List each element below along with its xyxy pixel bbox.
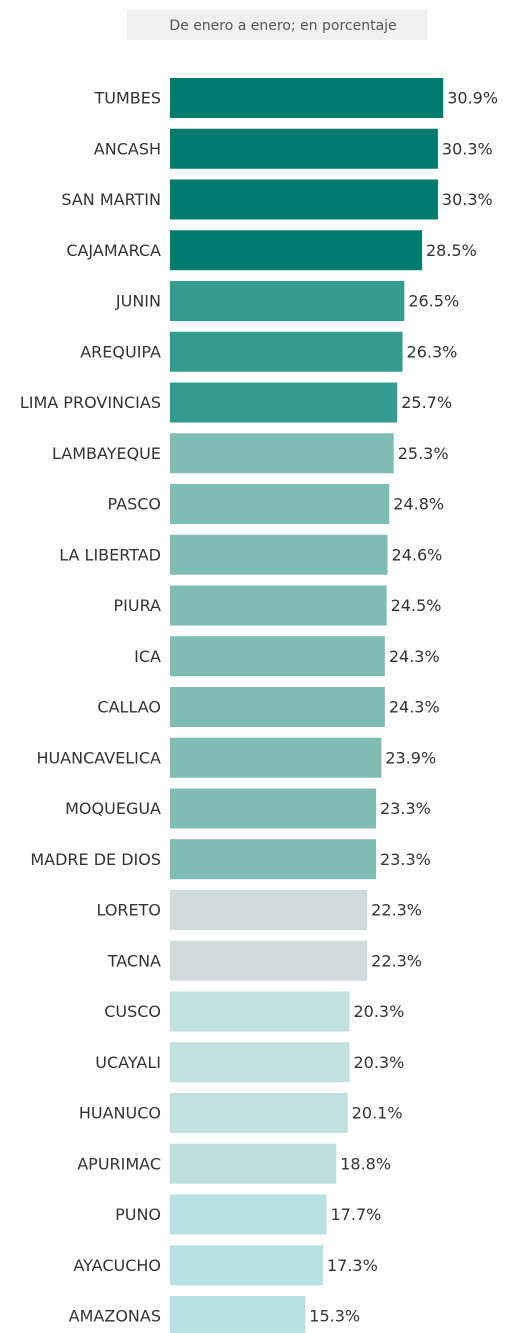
category-label: TUMBES (93, 89, 161, 108)
bar (170, 636, 385, 677)
value-label: 30.3% (442, 139, 493, 158)
bar (170, 940, 368, 981)
value-label: 28.5% (426, 241, 477, 260)
value-label: 20.3% (353, 1002, 404, 1021)
bar (170, 737, 382, 778)
value-label: 22.3% (371, 951, 422, 970)
bar (170, 281, 405, 321)
bar (170, 991, 350, 1032)
bar (170, 534, 388, 575)
bar (170, 1296, 306, 1333)
bar (170, 230, 422, 271)
value-label: 26.5% (408, 292, 459, 311)
value-label: 30.3% (442, 190, 493, 209)
category-label: MADRE DE DIOS (30, 850, 161, 869)
category-label: TACNA (107, 951, 161, 970)
bar (170, 1194, 327, 1235)
value-label: 24.3% (389, 647, 440, 666)
bar (170, 331, 403, 372)
bar (170, 1093, 348, 1133)
value-label: 24.6% (392, 545, 443, 564)
value-label: 20.1% (352, 1104, 403, 1123)
value-label: 18.8% (340, 1154, 391, 1173)
value-label: 30.9% (447, 89, 498, 108)
category-label: SAN MARTIN (61, 190, 161, 209)
category-label: HUANCAVELICA (36, 748, 161, 767)
category-label: CAJAMARCA (66, 241, 161, 260)
category-label: AMAZONAS (69, 1307, 161, 1326)
bar (170, 484, 390, 524)
bar (170, 1143, 337, 1184)
bar (170, 788, 377, 829)
value-label: 23.9% (385, 748, 436, 767)
bar (170, 179, 438, 220)
value-label: 24.8% (393, 495, 444, 514)
value-label: 23.3% (380, 799, 431, 818)
category-label: LORETO (96, 901, 161, 920)
category-label: LA LIBERTAD (59, 545, 161, 564)
category-label: HUANUCO (79, 1104, 161, 1123)
value-label: 26.3% (407, 342, 458, 361)
category-label: AYACUCHO (73, 1256, 161, 1275)
bar (170, 78, 444, 118)
value-label: 17.3% (327, 1256, 378, 1275)
category-label: APURIMAC (77, 1154, 161, 1173)
value-label: 15.3% (309, 1307, 360, 1326)
value-label: 23.3% (380, 850, 431, 869)
category-label: CUSCO (104, 1002, 161, 1021)
bar (170, 382, 398, 423)
bar (170, 890, 368, 930)
category-label: LAMBAYEQUE (52, 444, 161, 463)
category-label: UCAYALI (95, 1053, 161, 1072)
bar (170, 687, 385, 727)
bar (170, 433, 394, 474)
subtitle-box (127, 10, 427, 40)
category-label: MOQUEGUA (65, 799, 161, 818)
value-label: 24.3% (389, 698, 440, 717)
bar (170, 585, 387, 626)
category-label: PIURA (114, 596, 162, 615)
chart-subtitle: De enero a enero; en porcentaje (169, 18, 396, 34)
category-label: ICA (134, 647, 161, 666)
value-label: 25.7% (401, 393, 452, 412)
bar (170, 1042, 350, 1083)
category-label: PASCO (108, 495, 162, 514)
value-label: 25.3% (398, 444, 449, 463)
category-label: JUNIN (115, 292, 161, 311)
category-label: ANCASH (94, 139, 161, 158)
category-label: AREQUIPA (80, 342, 161, 361)
value-label: 20.3% (353, 1053, 404, 1072)
value-label: 17.7% (331, 1205, 382, 1224)
category-label: PUNO (115, 1205, 161, 1224)
category-label: LIMA PROVINCIAS (20, 393, 161, 412)
bar (170, 839, 377, 880)
value-label: 24.5% (391, 596, 442, 615)
value-label: 22.3% (371, 901, 422, 920)
bar (170, 128, 438, 169)
category-label: CALLAO (97, 698, 161, 717)
bar (170, 1245, 323, 1286)
